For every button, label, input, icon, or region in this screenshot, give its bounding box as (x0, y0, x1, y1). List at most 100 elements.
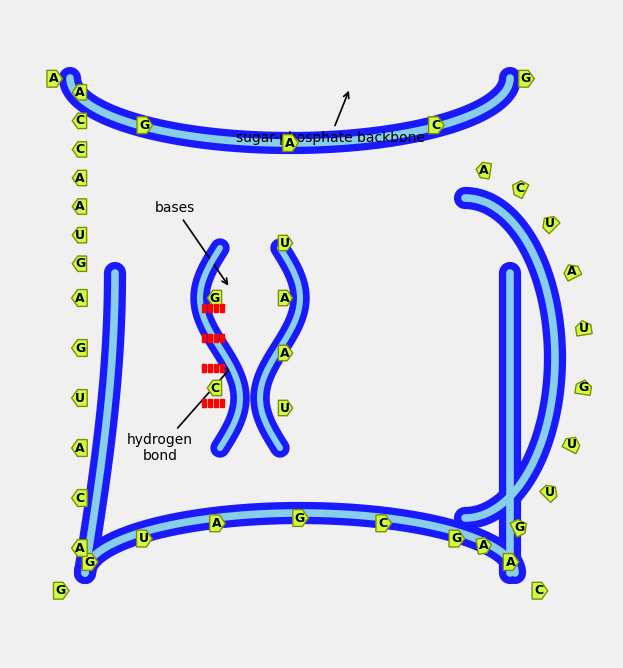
Polygon shape (576, 321, 592, 336)
Polygon shape (283, 134, 298, 152)
Text: C: C (431, 119, 440, 132)
Polygon shape (137, 117, 153, 134)
Polygon shape (136, 530, 152, 547)
Polygon shape (72, 199, 87, 214)
Bar (208, 364, 212, 372)
Bar (202, 399, 206, 407)
Polygon shape (532, 582, 548, 599)
Text: G: G (75, 341, 85, 355)
Polygon shape (564, 265, 582, 281)
Polygon shape (72, 142, 87, 157)
Text: A: A (75, 542, 85, 554)
Text: C: C (535, 584, 544, 597)
Polygon shape (540, 486, 557, 502)
Text: U: U (545, 486, 555, 499)
Bar (214, 334, 218, 342)
Text: G: G (578, 381, 589, 394)
Polygon shape (210, 515, 226, 532)
Text: A: A (212, 517, 222, 530)
Text: A: A (75, 442, 85, 454)
Text: G: G (521, 72, 531, 86)
Text: A: A (75, 200, 85, 213)
Text: C: C (515, 182, 524, 195)
Text: U: U (579, 322, 589, 335)
Text: C: C (75, 492, 85, 504)
Polygon shape (207, 291, 222, 306)
Polygon shape (72, 540, 87, 556)
Text: C: C (379, 517, 388, 530)
Text: G: G (515, 521, 525, 534)
Text: G: G (295, 512, 305, 524)
Bar (220, 334, 224, 342)
Polygon shape (278, 400, 293, 415)
Polygon shape (82, 554, 98, 570)
Polygon shape (476, 162, 492, 179)
Polygon shape (72, 227, 87, 243)
Polygon shape (72, 170, 87, 186)
Polygon shape (54, 582, 69, 599)
Polygon shape (562, 438, 580, 454)
Text: A: A (75, 291, 85, 305)
Text: U: U (280, 236, 290, 250)
Text: G: G (85, 556, 95, 568)
Text: C: C (75, 143, 85, 156)
Text: U: U (139, 532, 149, 545)
Polygon shape (72, 113, 87, 128)
Polygon shape (503, 554, 519, 570)
Text: A: A (75, 172, 85, 184)
Polygon shape (47, 70, 62, 87)
Text: A: A (479, 164, 488, 177)
Polygon shape (519, 70, 535, 87)
Text: C: C (211, 381, 219, 395)
Polygon shape (376, 515, 391, 532)
Polygon shape (575, 380, 591, 395)
Text: A: A (280, 347, 290, 359)
Bar (208, 399, 212, 407)
Polygon shape (278, 345, 293, 361)
Polygon shape (72, 290, 87, 307)
Text: A: A (49, 72, 59, 86)
Text: U: U (75, 228, 85, 242)
Polygon shape (293, 510, 308, 526)
Text: G: G (139, 119, 150, 132)
Text: C: C (75, 114, 85, 128)
Polygon shape (543, 216, 560, 234)
Bar (214, 399, 218, 407)
Polygon shape (72, 85, 87, 100)
Bar (214, 304, 218, 312)
Bar (208, 304, 212, 312)
Polygon shape (429, 117, 444, 134)
Text: A: A (285, 136, 295, 150)
Polygon shape (510, 520, 526, 537)
Text: A: A (280, 291, 290, 305)
Text: bases: bases (155, 201, 227, 284)
Polygon shape (72, 440, 87, 456)
Bar (202, 334, 206, 342)
Polygon shape (449, 530, 465, 547)
Polygon shape (72, 339, 87, 357)
Bar (202, 304, 206, 312)
Text: A: A (75, 86, 85, 99)
Bar (214, 364, 218, 372)
Bar (220, 304, 224, 312)
Text: G: G (451, 532, 461, 545)
Polygon shape (278, 291, 293, 306)
Bar (202, 364, 206, 372)
Text: U: U (545, 217, 555, 230)
Text: A: A (506, 556, 515, 568)
Bar (220, 399, 224, 407)
Text: G: G (55, 584, 66, 597)
Text: hydrogen
bond: hydrogen bond (127, 367, 232, 463)
Polygon shape (72, 256, 87, 271)
Text: A: A (567, 265, 577, 279)
Text: G: G (210, 291, 220, 305)
Text: G: G (75, 257, 85, 271)
Polygon shape (278, 235, 293, 250)
Polygon shape (72, 490, 87, 506)
Polygon shape (207, 380, 222, 395)
Polygon shape (513, 181, 529, 198)
Text: U: U (280, 401, 290, 415)
Text: U: U (567, 438, 577, 451)
Bar (208, 334, 212, 342)
Bar (220, 364, 224, 372)
